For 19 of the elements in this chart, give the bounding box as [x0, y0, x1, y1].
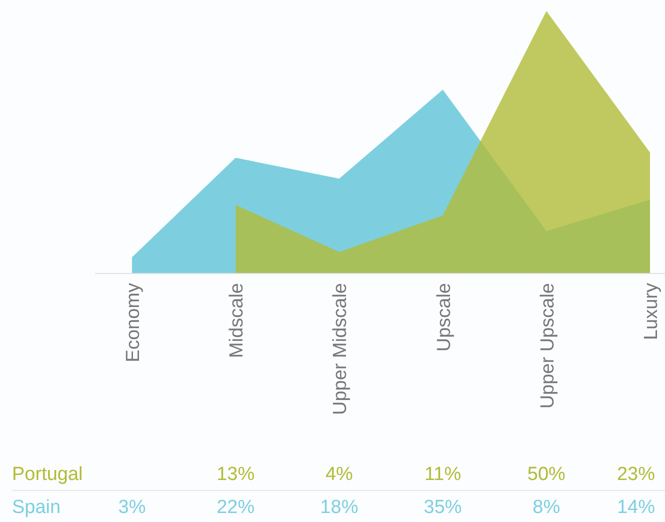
text: Portugal [12, 464, 83, 485]
data-label: 8% [532, 497, 560, 518]
data-label: 18% [320, 497, 358, 518]
x-tick-label: Midscale [226, 283, 248, 358]
data-label: 14% [616, 497, 656, 518]
x-tick-label: Upscale [434, 283, 455, 352]
data-label: 23% [616, 464, 656, 485]
data-label: 35% [424, 497, 462, 518]
text: Spain [12, 497, 61, 518]
data-label: 11% [424, 464, 462, 485]
data-label: 3% [118, 497, 146, 518]
x-tick-label: Economy [123, 282, 144, 362]
data-label: 22% [216, 497, 255, 518]
x-tick-label: Luxury [641, 282, 662, 340]
x-tick-label: Upper Upscale [537, 283, 558, 409]
x-tick-label: Upper Midscale [330, 283, 352, 415]
data-label: 13% [216, 464, 255, 485]
data-label: 4% [325, 464, 354, 485]
data-label: 50% [527, 464, 566, 485]
